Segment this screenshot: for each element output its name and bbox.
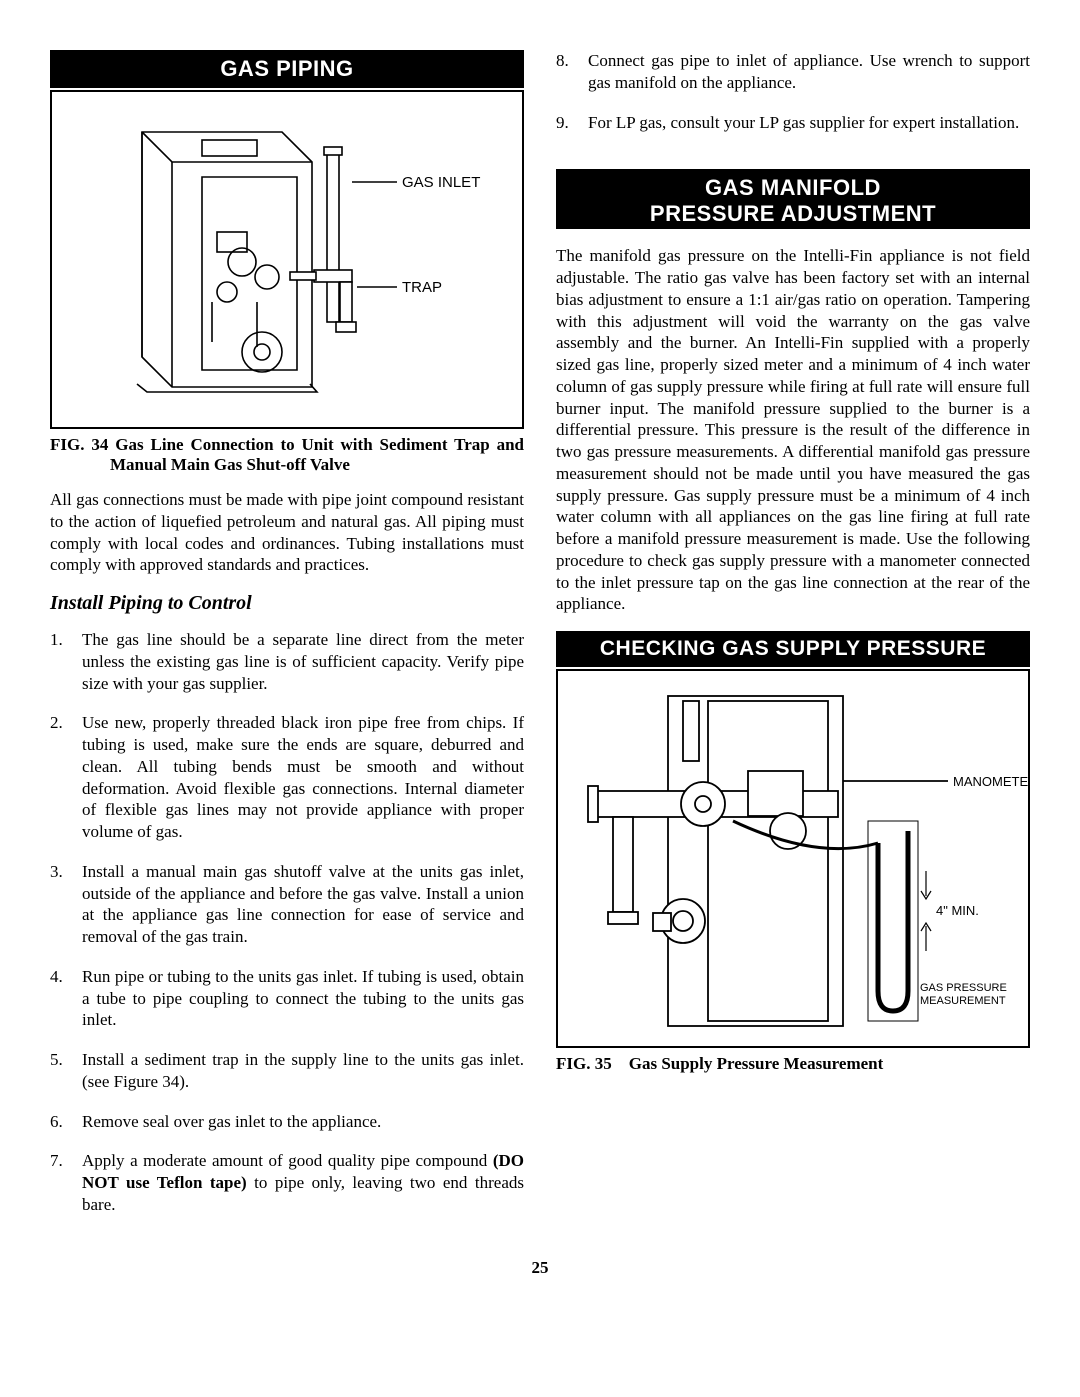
fig35-label-4min: 4" MIN. <box>936 903 979 918</box>
step-8: Connect gas pipe to inlet of appliance. … <box>556 50 1030 94</box>
step-2: Use new, properly threaded black iron pi… <box>50 712 524 843</box>
fig35-label-gpm1: GAS PRESSURE <box>920 982 1007 994</box>
fig35-caption-text: Gas Supply Pressure Measurement <box>629 1054 884 1073</box>
fig35-caption: FIG. 35 Gas Supply Pressure Measurement <box>556 1054 1030 1074</box>
figure-35-svg: MANOMETER 4" MIN. GAS PRESSURE MEASUREME… <box>558 671 1028 1041</box>
step-5: Install a sediment trap in the supply li… <box>50 1049 524 1093</box>
step-3: Install a manual main gas shutoff valve … <box>50 861 524 948</box>
manifold-paragraph: The manifold gas pressure on the Intelli… <box>556 245 1030 615</box>
left-steps-list: The gas line should be a separate line d… <box>50 629 524 1216</box>
left-intro: All gas connections must be made with pi… <box>50 489 524 576</box>
page-columns: GAS PIPING <box>50 50 1030 1234</box>
fig34-label-trap: TRAP <box>402 279 442 296</box>
spacer <box>556 231 1030 245</box>
step-7-pre: Apply a moderate amount of good quality … <box>82 1151 493 1170</box>
fig34-caption-text: Gas Line Connection to Unit with Sedimen… <box>110 435 524 474</box>
right-steps-list: Connect gas pipe to inlet of appliance. … <box>556 50 1030 133</box>
fig34-label-gas-inlet: GAS INLET <box>402 174 480 191</box>
page-number: 25 <box>50 1258 1030 1278</box>
right-column: Connect gas pipe to inlet of appliance. … <box>556 50 1030 1234</box>
fig35-caption-prefix: FIG. 35 <box>556 1054 612 1073</box>
figure-35-box: MANOMETER 4" MIN. GAS PRESSURE MEASUREME… <box>556 669 1030 1048</box>
subhead-install-piping: Install Piping to Control <box>50 592 524 615</box>
spacer <box>556 151 1030 169</box>
step-4: Run pipe or tubing to the units gas inle… <box>50 966 524 1031</box>
step-7: Apply a moderate amount of good quality … <box>50 1150 524 1215</box>
fig35-label-gpm2: MEASUREMENT <box>920 995 1006 1007</box>
step-9: For LP gas, consult your LP gas supplier… <box>556 112 1030 134</box>
figure-34-svg: GAS INLET TRAP <box>52 92 522 422</box>
fig34-caption: FIG. 34 Gas Line Connection to Unit with… <box>50 435 524 475</box>
heading-checking-gas-supply: CHECKING GAS SUPPLY PRESSURE <box>556 631 1030 667</box>
heading-gas-manifold-line2: PRESSURE ADJUSTMENT <box>560 201 1026 227</box>
heading-gas-manifold-line1: GAS MANIFOLD <box>560 175 1026 201</box>
step-6: Remove seal over gas inlet to the applia… <box>50 1111 524 1133</box>
fig35-label-manometer: MANOMETER <box>953 774 1028 789</box>
heading-gas-manifold: GAS MANIFOLD PRESSURE ADJUSTMENT <box>556 169 1030 229</box>
left-column: GAS PIPING <box>50 50 524 1234</box>
heading-gas-piping: GAS PIPING <box>50 50 524 88</box>
fig34-caption-prefix: FIG. 34 <box>50 435 108 454</box>
step-1: The gas line should be a separate line d… <box>50 629 524 694</box>
figure-34-box: GAS INLET TRAP <box>50 90 524 429</box>
